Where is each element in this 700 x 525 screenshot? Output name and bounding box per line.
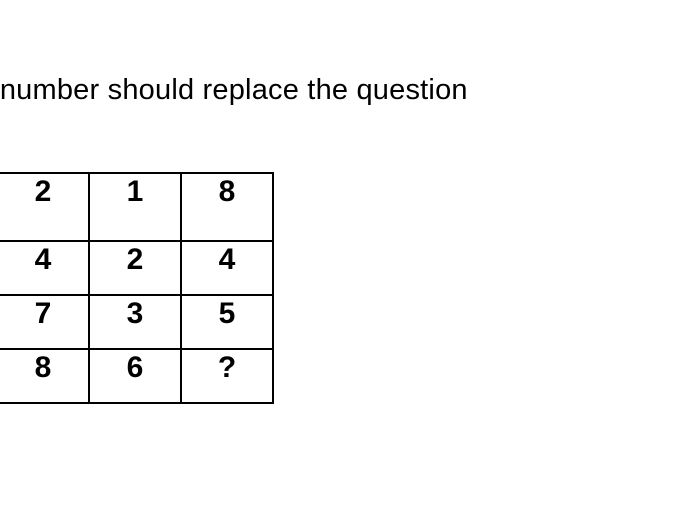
grid-cell: 7 <box>0 294 90 350</box>
question-text: at number should replace the question <box>0 74 468 107</box>
grid-cell: 4 <box>180 240 274 296</box>
grid-cell: 8 <box>180 172 274 242</box>
grid-cell: 5 <box>180 294 274 350</box>
puzzle-container: at number should replace the question 2 … <box>0 0 700 525</box>
table-row: 7 3 5 <box>0 296 274 350</box>
table-row: 4 2 4 <box>0 242 274 296</box>
grid-cell: 8 <box>0 348 90 404</box>
grid-cell: 2 <box>88 240 182 296</box>
grid-cell: ? <box>180 348 274 404</box>
grid-cell: 4 <box>0 240 90 296</box>
table-row: 8 6 ? <box>0 350 274 404</box>
grid-cell: 3 <box>88 294 182 350</box>
grid-cell: 2 <box>0 172 90 242</box>
number-grid: 2 1 8 4 2 4 7 3 5 8 6 ? <box>0 172 274 404</box>
grid-cell: 1 <box>88 172 182 242</box>
table-row: 2 1 8 <box>0 172 274 242</box>
grid-cell: 6 <box>88 348 182 404</box>
